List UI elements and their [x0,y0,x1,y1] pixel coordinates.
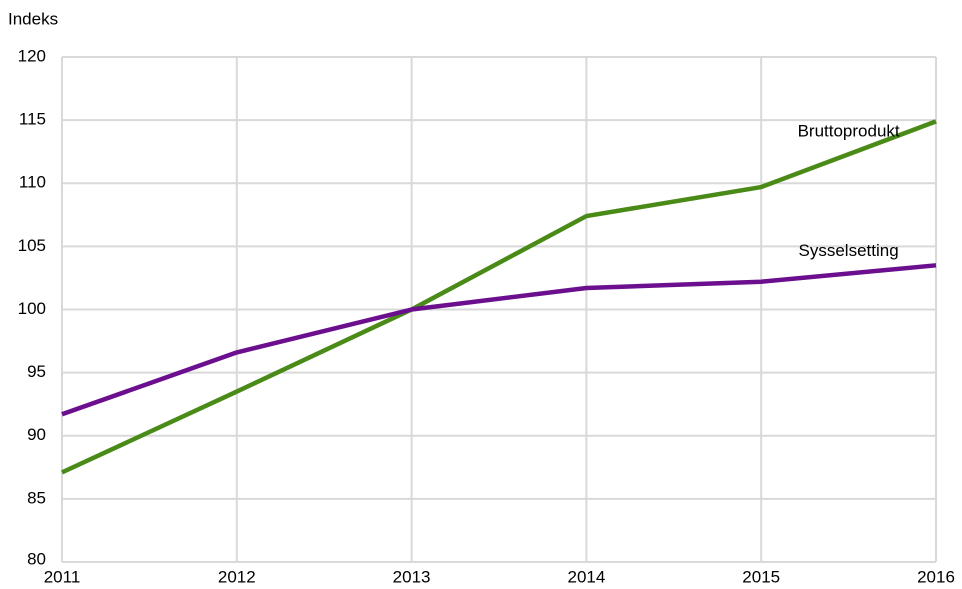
y-tick-label: 105 [18,236,46,255]
series-label: Bruttoprodukt [798,122,900,141]
series-label: Sysselsetting [799,241,899,260]
x-tick-label: 2012 [218,567,256,586]
y-tick-label: 120 [18,46,46,65]
y-tick-label: 95 [27,362,46,381]
y-tick-label: 100 [18,299,46,318]
y-tick-label: 80 [27,549,46,568]
x-tick-label: 2011 [44,567,81,586]
y-tick-label: 115 [19,110,46,129]
data-line [61,119,937,475]
x-tick-label: 2014 [567,567,605,586]
y-tick-label: 85 [27,488,46,507]
x-tick-label: 2013 [393,567,431,586]
y-tick-label: 90 [27,425,46,444]
data-line [61,263,937,417]
y-axis-label: Indeks [8,9,58,28]
x-tick-label: 2015 [742,567,780,586]
x-tick-label: 2016 [917,567,955,586]
y-tick-label: 110 [19,173,46,192]
